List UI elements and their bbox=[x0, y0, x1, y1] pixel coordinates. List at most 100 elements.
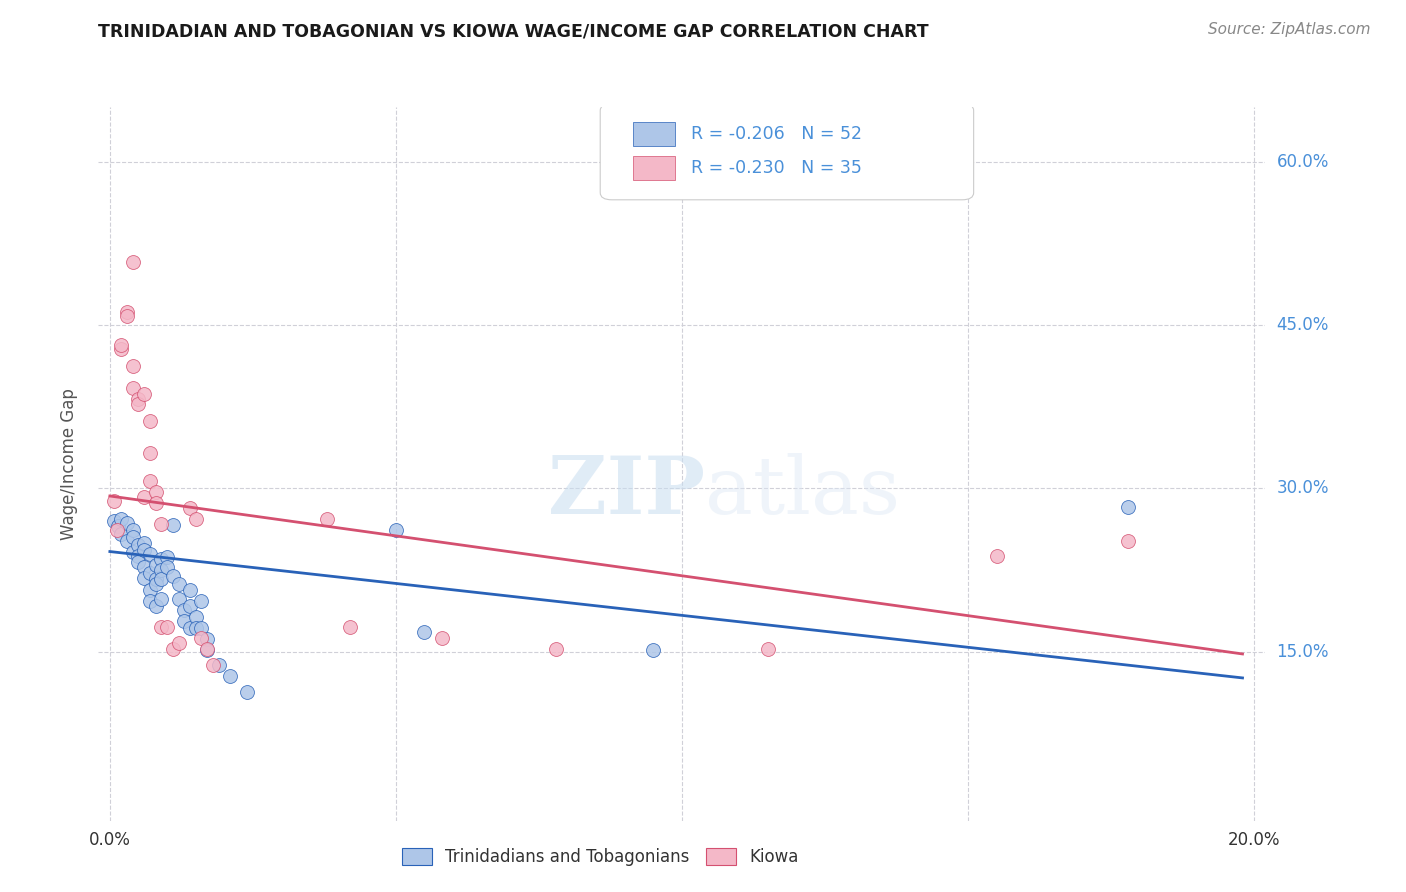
Y-axis label: Wage/Income Gap: Wage/Income Gap bbox=[59, 388, 77, 540]
FancyBboxPatch shape bbox=[633, 156, 675, 180]
Point bbox=[121, 359, 143, 374]
Point bbox=[156, 620, 179, 634]
Point bbox=[115, 516, 138, 531]
Point bbox=[162, 568, 184, 582]
Point bbox=[134, 536, 156, 550]
Point bbox=[115, 305, 138, 319]
Point bbox=[173, 614, 195, 628]
Point bbox=[134, 386, 156, 401]
Text: R = -0.230   N = 35: R = -0.230 N = 35 bbox=[692, 160, 862, 178]
Point bbox=[179, 621, 201, 635]
FancyBboxPatch shape bbox=[600, 103, 973, 200]
Point bbox=[179, 599, 201, 613]
Point bbox=[121, 381, 143, 395]
Point bbox=[162, 641, 184, 656]
Point bbox=[110, 337, 132, 351]
Point bbox=[127, 397, 149, 411]
Point bbox=[190, 593, 212, 607]
Text: R = -0.206   N = 52: R = -0.206 N = 52 bbox=[692, 125, 862, 143]
Text: 15.0%: 15.0% bbox=[1277, 643, 1329, 661]
Point bbox=[162, 518, 184, 533]
Point bbox=[134, 490, 156, 504]
Point bbox=[385, 523, 408, 537]
Point bbox=[190, 631, 212, 645]
Point bbox=[139, 566, 162, 581]
Point bbox=[150, 572, 173, 586]
Point bbox=[107, 519, 129, 533]
Point bbox=[190, 621, 212, 635]
Point bbox=[207, 657, 229, 672]
Point bbox=[127, 549, 149, 563]
Point bbox=[643, 642, 665, 657]
Point bbox=[139, 582, 162, 597]
Point bbox=[195, 641, 218, 656]
Point bbox=[756, 641, 779, 656]
Text: atlas: atlas bbox=[706, 453, 900, 532]
Point bbox=[173, 603, 195, 617]
Point bbox=[110, 527, 132, 541]
Point bbox=[150, 592, 173, 607]
Point bbox=[195, 632, 218, 646]
Point bbox=[339, 620, 361, 634]
Point bbox=[150, 552, 173, 566]
Point bbox=[236, 685, 259, 699]
Point bbox=[150, 517, 173, 532]
Point bbox=[150, 620, 173, 634]
Point bbox=[134, 543, 156, 558]
Point bbox=[1116, 500, 1139, 514]
Point bbox=[121, 523, 143, 537]
Point bbox=[127, 556, 149, 570]
Point bbox=[184, 610, 207, 624]
Text: 45.0%: 45.0% bbox=[1277, 316, 1329, 334]
Point bbox=[145, 599, 167, 613]
Point bbox=[316, 512, 339, 526]
Point bbox=[145, 572, 167, 586]
Text: 60.0%: 60.0% bbox=[1277, 153, 1329, 170]
FancyBboxPatch shape bbox=[633, 122, 675, 145]
Point bbox=[115, 310, 138, 324]
Text: 30.0%: 30.0% bbox=[1277, 479, 1329, 498]
Point bbox=[139, 446, 162, 460]
Point bbox=[145, 577, 167, 591]
Point bbox=[167, 577, 190, 591]
Text: ZIP: ZIP bbox=[548, 453, 706, 532]
Point bbox=[105, 523, 128, 537]
Point bbox=[413, 625, 436, 640]
Point bbox=[544, 641, 567, 656]
Point bbox=[1116, 533, 1139, 548]
Point bbox=[986, 549, 1008, 563]
Point bbox=[127, 392, 149, 406]
Point bbox=[167, 636, 190, 650]
Point bbox=[139, 414, 162, 428]
Point bbox=[121, 530, 143, 544]
Point bbox=[103, 514, 125, 528]
Point bbox=[127, 538, 149, 552]
Point bbox=[121, 544, 143, 558]
Point bbox=[179, 500, 201, 515]
Point bbox=[184, 621, 207, 635]
Text: TRINIDADIAN AND TOBAGONIAN VS KIOWA WAGE/INCOME GAP CORRELATION CHART: TRINIDADIAN AND TOBAGONIAN VS KIOWA WAGE… bbox=[98, 22, 929, 40]
Point bbox=[134, 559, 156, 574]
Point bbox=[145, 495, 167, 509]
Point bbox=[219, 669, 242, 683]
Point bbox=[156, 549, 179, 564]
Point bbox=[179, 582, 201, 597]
Point bbox=[139, 593, 162, 607]
Legend: Trinidadians and Tobagonians, Kiowa: Trinidadians and Tobagonians, Kiowa bbox=[395, 841, 806, 873]
Point bbox=[110, 342, 132, 356]
Point bbox=[195, 642, 218, 657]
Point bbox=[184, 512, 207, 526]
Point bbox=[103, 494, 125, 508]
Point bbox=[145, 484, 167, 499]
Point bbox=[156, 559, 179, 574]
Point bbox=[150, 563, 173, 577]
Point bbox=[167, 592, 190, 607]
Point bbox=[139, 547, 162, 561]
Text: Source: ZipAtlas.com: Source: ZipAtlas.com bbox=[1208, 22, 1371, 37]
Point bbox=[145, 558, 167, 572]
Point bbox=[134, 571, 156, 585]
Point bbox=[139, 474, 162, 488]
Point bbox=[201, 657, 224, 672]
Point bbox=[121, 254, 143, 268]
Point bbox=[115, 533, 138, 548]
